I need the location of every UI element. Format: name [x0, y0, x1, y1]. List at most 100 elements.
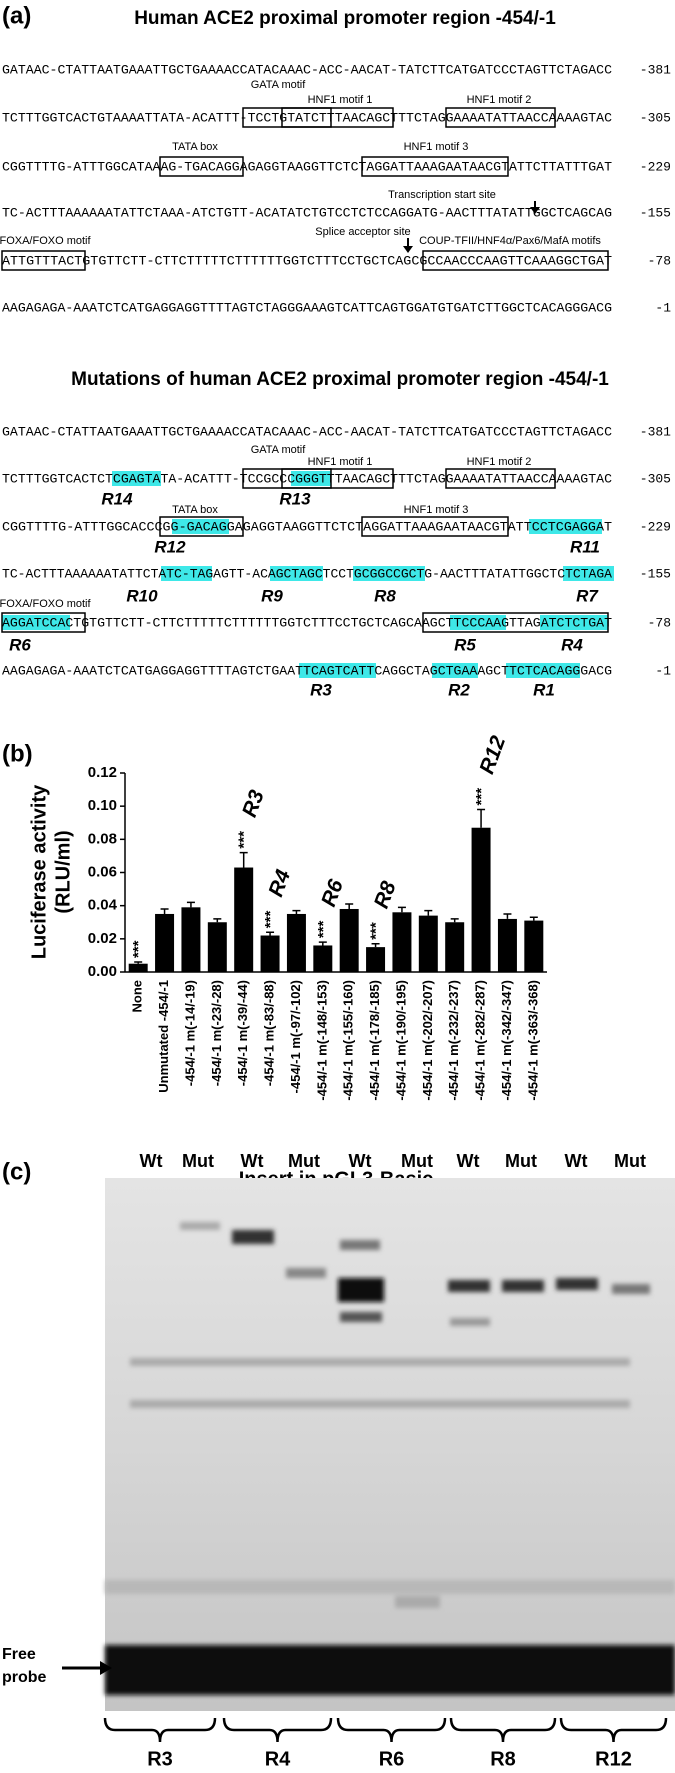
- x-tick-label: -454/-1 m(-282/-287): [473, 980, 488, 1101]
- x-tick-label: -454/-1 m(-155/-160): [341, 980, 356, 1101]
- probe-label: Free: [2, 1646, 36, 1663]
- region-label: R11: [570, 537, 600, 556]
- region-label: R6: [9, 635, 31, 654]
- error-bar: [424, 909, 433, 916]
- probe-label: probe: [2, 1669, 47, 1686]
- error-bar: [503, 913, 512, 919]
- y-tick-label: 0.02: [88, 930, 117, 947]
- motif-box: [422, 612, 609, 633]
- significance: ***: [473, 788, 490, 806]
- arrowhead: [100, 1661, 112, 1675]
- motif-label: HNF1 motif 1: [308, 456, 373, 468]
- x-tick-label: -454/-1 m(-14/-19): [182, 980, 197, 1086]
- group-label: R3: [147, 1748, 173, 1770]
- lane-label: Wt: [565, 1151, 588, 1171]
- lane-label: Mut: [505, 1151, 537, 1171]
- bar: [155, 913, 175, 972]
- lane-label: Mut: [288, 1151, 320, 1171]
- bar: [286, 913, 306, 972]
- motif-label: TATA box: [172, 141, 218, 153]
- x-tick-label: -454/-1 m(-97/-102): [288, 980, 303, 1093]
- mutated-region: [161, 566, 212, 581]
- mutated-region: [563, 566, 614, 581]
- panel-title: Mutations of human ACE2 proximal promote…: [71, 369, 609, 390]
- x-tick-label: -454/-1 m(-23/-28): [209, 980, 224, 1086]
- bar: [339, 908, 359, 972]
- region-label: R2: [448, 680, 470, 699]
- x-tick-label: -454/-1 m(-39/-44): [235, 980, 250, 1086]
- x-tick-label: -454/-1 m(-363/-368): [525, 980, 540, 1101]
- mutated-region: [432, 663, 478, 678]
- bar: [181, 907, 201, 972]
- motif-label: GATA motif: [251, 79, 307, 91]
- y-tick-label: 0.06: [88, 863, 117, 880]
- motif-label: FOXA/FOXO motif: [0, 235, 91, 247]
- position: -305: [640, 471, 671, 486]
- motif-label: HNF1 motif 2: [467, 94, 532, 106]
- bar: [392, 912, 412, 972]
- motif-box: [445, 107, 556, 128]
- bar: [524, 920, 544, 972]
- region-label: R12: [154, 537, 186, 556]
- group-label: R4: [265, 1748, 291, 1770]
- motif-label: TATA box: [172, 504, 218, 516]
- sequence: TCTTTGGTCACTCTCGAGTATA-ACATTT-TCCGCCCGGG…: [2, 471, 612, 486]
- sequence: TC-ACTTTAAAAAATATTCTATC-TAGAGTT-ACAGCTAG…: [2, 566, 612, 581]
- lane-label: Mut: [401, 1151, 433, 1171]
- x-tick-label: None: [130, 980, 145, 1013]
- region-label: R9: [261, 586, 283, 605]
- region-label: R3: [238, 787, 269, 820]
- bar: [366, 947, 386, 972]
- motif-label: HNF1 motif 3: [404, 504, 469, 516]
- lane-label: Wt: [349, 1151, 372, 1171]
- error-bar: [160, 908, 169, 914]
- sequence: GATAAC-CTATTAATGAAATTGCTGAAAACCATACAAAC-…: [2, 62, 612, 77]
- panel-label: (c): [2, 1158, 31, 1185]
- y-tick-label: 0.12: [88, 764, 117, 781]
- sequence: CGGTTTTG-ATTTGGCACCCGG-GACAGGAGAGGTAAGGT…: [2, 519, 612, 534]
- position: -1: [655, 300, 671, 315]
- y-axis-label: (RLU/ml): [52, 830, 74, 913]
- mutated-region: [172, 519, 229, 534]
- bracket: [103, 1717, 217, 1743]
- significance: ***: [315, 920, 332, 938]
- gel-bands: [105, 1222, 675, 1695]
- significance: ***: [262, 911, 279, 929]
- sequence: GATAAC-CTATTAATGAAATTGCTGAAAACCATACAAAC-…: [2, 424, 612, 439]
- sequence: ATTGTTTACTGTGTTCTT-CTTCTTTTTCTTTTTTGGTCT…: [2, 253, 612, 268]
- mutated-region: [450, 615, 506, 630]
- motif-box: [281, 107, 394, 128]
- sequence: AGGATCCACTGTGTTCTT-CTTCTTTTTCTTTTTTGGTCT…: [2, 615, 612, 630]
- position: -305: [640, 110, 671, 125]
- x-tick-label: -454/-1 m(-342/-347): [499, 980, 514, 1101]
- motif-label: Transcription start site: [388, 189, 496, 201]
- bar: [497, 918, 517, 972]
- y-tick-label: 0.08: [88, 830, 117, 847]
- motif-label: FOXA/FOXO motif: [0, 598, 91, 610]
- motif-label: GATA motif: [251, 444, 307, 456]
- y-axis-label: Luciferase activity: [28, 784, 50, 959]
- x-tick-label: -454/-1 m(-232/-237): [446, 980, 461, 1101]
- position: -78: [648, 615, 671, 630]
- motif-box: [281, 468, 394, 489]
- position: -1: [655, 663, 671, 678]
- motif-box: [361, 156, 509, 177]
- arrowhead: [530, 207, 540, 214]
- error-bar: [529, 916, 538, 921]
- bar: [207, 922, 227, 972]
- mutated-region: [270, 566, 323, 581]
- mutated-region: [299, 663, 376, 678]
- sequence: AAGAGAGA-AAATCTCATGAGGAGGTTTTAGTCTAGGGAA…: [2, 300, 612, 315]
- position: -229: [640, 159, 671, 174]
- lane-label: Wt: [457, 1151, 480, 1171]
- panel-label: (a): [2, 2, 31, 29]
- error-bar: [477, 808, 486, 828]
- position: -229: [640, 519, 671, 534]
- bracket: [449, 1717, 557, 1743]
- bracket: [559, 1717, 668, 1743]
- x-tick-label: -454/-1 m(-202/-207): [420, 980, 435, 1101]
- x-tick-label: -454/-1 m(-83/-88): [262, 980, 277, 1086]
- error-bar: [292, 909, 301, 914]
- error-bar: [239, 851, 248, 868]
- bar: [128, 963, 148, 972]
